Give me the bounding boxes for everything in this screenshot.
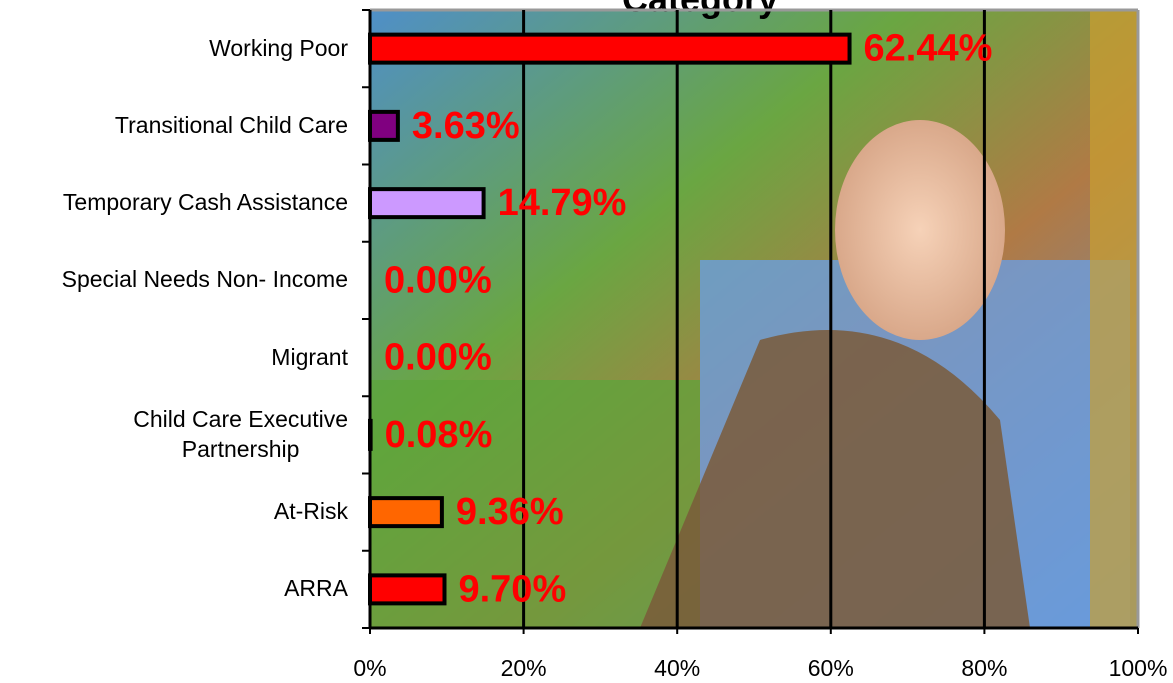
- y-tick-label-box: Migrant: [0, 323, 348, 393]
- y-tick-label-box: ARRA: [0, 554, 348, 624]
- bar: [370, 498, 442, 526]
- y-tick-label-box: Transitional Child Care: [0, 91, 348, 161]
- x-tick-label: 100%: [1109, 655, 1168, 681]
- y-tick-label: ARRA: [284, 574, 348, 604]
- x-tick-label: 60%: [808, 655, 854, 681]
- y-tick-label: Temporary Cash Assistance: [63, 188, 348, 218]
- bar: [370, 35, 850, 63]
- value-label: 0.00%: [384, 337, 492, 379]
- value-label: 0.00%: [384, 259, 492, 301]
- y-tick-label: Special Needs Non- Income: [62, 265, 348, 295]
- y-tick-label-box: Working Poor: [0, 14, 348, 84]
- y-tick-label: Migrant: [271, 343, 348, 373]
- bar: [370, 575, 444, 603]
- chart: Category 0%20%40%60%80%100%62.44%3.63%14…: [0, 0, 1173, 683]
- x-tick-label: 40%: [654, 655, 700, 681]
- y-tick-label: Transitional Child Care: [115, 111, 348, 141]
- value-label: 9.36%: [456, 491, 564, 533]
- y-tick-label: Working Poor: [209, 34, 348, 64]
- background-photo: [370, 10, 1138, 628]
- x-tick-label: 0%: [353, 655, 386, 681]
- bar: [370, 421, 371, 449]
- value-label: 9.70%: [458, 568, 566, 610]
- value-label: 0.08%: [385, 414, 493, 456]
- x-tick-label: 80%: [961, 655, 1007, 681]
- value-label: 62.44%: [864, 28, 993, 70]
- y-tick-label-box: Special Needs Non- Income: [0, 245, 348, 315]
- y-tick-label-box: Child Care Executive Partnership: [0, 400, 348, 470]
- bar: [370, 189, 484, 217]
- y-tick-label: At-Risk: [274, 497, 348, 527]
- value-label: 3.63%: [412, 105, 520, 147]
- bar: [370, 112, 398, 140]
- y-tick-label-box: At-Risk: [0, 477, 348, 547]
- y-tick-label-box: Temporary Cash Assistance: [0, 168, 348, 238]
- value-label: 14.79%: [498, 182, 627, 224]
- x-tick-label: 20%: [501, 655, 547, 681]
- y-tick-label: Child Care Executive Partnership: [133, 405, 348, 465]
